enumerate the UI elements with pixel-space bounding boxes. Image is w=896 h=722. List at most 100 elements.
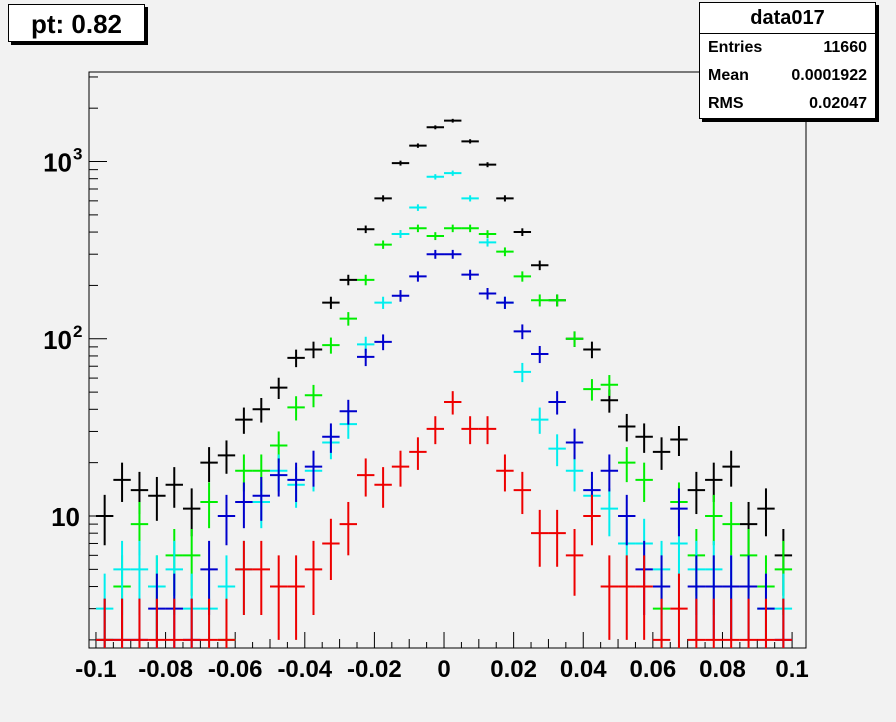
data-point	[95, 598, 114, 648]
stats-value: 11660	[823, 39, 867, 56]
plot-frame	[88, 71, 807, 649]
data-point	[652, 437, 671, 470]
data-point	[374, 240, 392, 249]
data-point	[548, 294, 566, 307]
data-point	[583, 494, 601, 546]
data-point	[374, 467, 392, 508]
data-point	[409, 437, 427, 470]
x-tick-label: 0	[437, 656, 450, 683]
data-point	[304, 384, 323, 408]
x-tick-label: 0.06	[629, 656, 676, 683]
data-point	[635, 462, 653, 502]
data-point	[235, 482, 253, 529]
data-point	[461, 224, 479, 233]
y-tick-label: 10 3	[43, 145, 82, 178]
data-point	[235, 407, 253, 434]
data-markers	[95, 118, 793, 648]
data-point	[548, 509, 566, 567]
y-tick-label: 10	[51, 502, 80, 532]
data-point	[426, 174, 445, 180]
data-point	[618, 555, 636, 640]
data-point	[478, 287, 497, 300]
data-point	[722, 598, 740, 648]
data-point	[148, 476, 166, 521]
data-point	[322, 423, 340, 453]
data-point	[548, 391, 566, 415]
stats-label: Entries	[708, 39, 763, 56]
y-tick-exponent: 3	[73, 145, 82, 164]
data-point	[95, 494, 114, 546]
data-point	[148, 598, 166, 648]
data-point	[287, 555, 305, 640]
data-point	[357, 458, 375, 497]
data-point	[269, 458, 288, 497]
data-point	[391, 230, 410, 239]
data-point	[322, 296, 340, 309]
data-point	[565, 331, 584, 347]
data-point	[513, 362, 532, 383]
data-point	[531, 294, 549, 307]
data-point	[409, 204, 427, 211]
pt-label: pt: 0.82	[30, 9, 123, 39]
data-point	[339, 274, 358, 286]
data-point	[600, 555, 619, 640]
stats-label: Mean	[708, 67, 749, 84]
data-point	[252, 476, 270, 521]
data-point	[426, 416, 445, 445]
data-point	[565, 528, 584, 596]
data-point	[478, 416, 497, 445]
data-point	[722, 501, 740, 556]
data-point	[757, 488, 775, 537]
data-point	[339, 501, 358, 556]
y-tick-base: 10	[51, 502, 80, 532]
data-point	[357, 274, 375, 286]
data-point	[426, 232, 445, 241]
data-point	[235, 540, 253, 615]
data-point	[618, 494, 636, 546]
data-point	[565, 454, 584, 492]
data-point	[478, 162, 497, 168]
data-point	[252, 397, 270, 423]
data-point	[182, 598, 201, 648]
data-point	[635, 423, 653, 453]
data-point	[461, 269, 479, 280]
data-point	[618, 413, 636, 442]
x-tick-label: 0.08	[699, 656, 746, 683]
y-tick-label: 10 2	[43, 322, 82, 355]
data-point	[426, 249, 445, 259]
data-point	[113, 462, 131, 502]
y-tick-base: 10	[43, 325, 72, 355]
series-4	[95, 391, 793, 648]
x-tick-label: 0.04	[560, 656, 607, 683]
data-point	[600, 488, 619, 537]
data-point	[705, 598, 723, 648]
data-point	[357, 348, 375, 367]
data-point	[409, 271, 427, 282]
data-point	[478, 230, 497, 239]
data-point	[409, 224, 427, 233]
data-point	[444, 224, 462, 233]
data-point	[339, 312, 358, 326]
data-point	[444, 249, 462, 259]
data-point	[618, 447, 636, 483]
data-point	[269, 377, 288, 400]
data-point	[409, 143, 427, 148]
data-point	[496, 296, 514, 309]
x-tick-label: -0.1	[75, 656, 116, 683]
data-point	[304, 450, 323, 487]
data-point	[200, 482, 218, 529]
data-point	[217, 494, 236, 546]
data-point	[565, 428, 584, 460]
data-point	[391, 160, 410, 166]
data-point	[461, 195, 479, 202]
data-point	[374, 195, 392, 202]
data-point	[583, 379, 601, 401]
data-point	[531, 345, 549, 364]
data-point	[600, 375, 619, 396]
data-point	[496, 454, 514, 492]
data-point	[461, 139, 479, 144]
data-point	[496, 247, 514, 257]
data-point	[513, 471, 532, 515]
